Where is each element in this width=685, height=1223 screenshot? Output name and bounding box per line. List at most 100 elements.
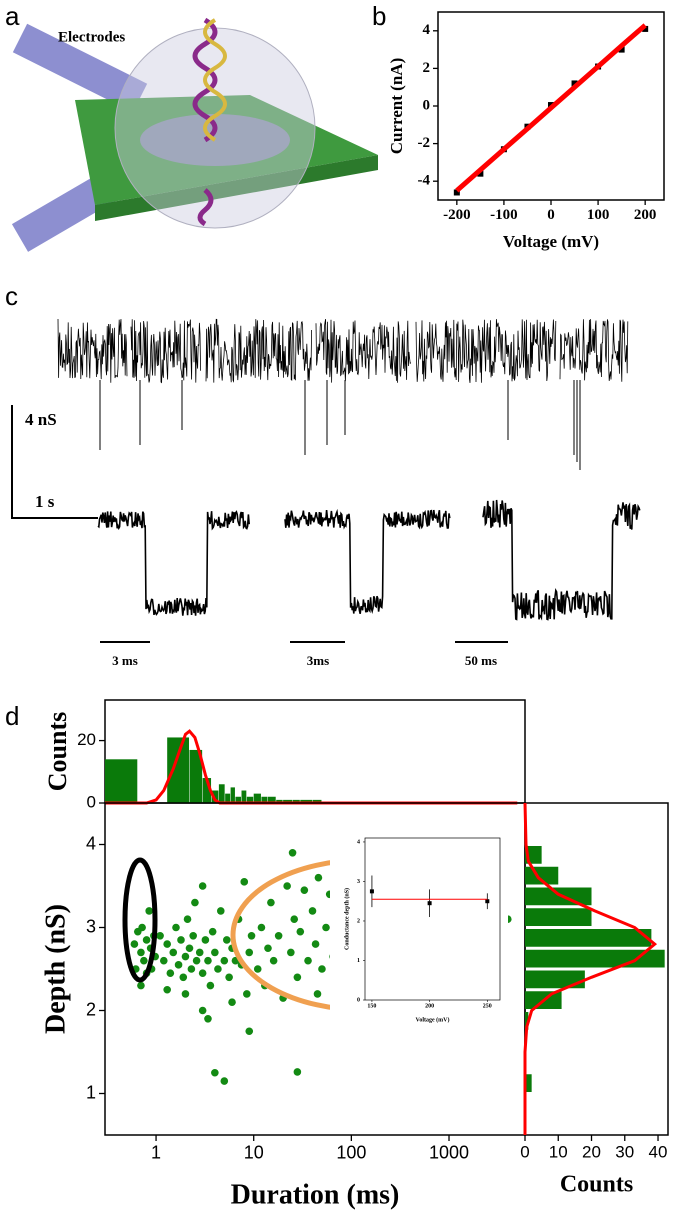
- data-point: [220, 1077, 229, 1085]
- y-tick-label: -4: [418, 173, 431, 189]
- data-point: [247, 932, 256, 940]
- data-point: [195, 948, 204, 957]
- plot-frame: [524, 802, 669, 1136]
- chart: 150 200 250 0 1 2 3 4 Voltage (mV) Conductance de…: [343, 837, 501, 1023]
- histogram-bar: [276, 799, 283, 803]
- data-point: [211, 1068, 219, 1077]
- plot-frame: [364, 837, 501, 1001]
- data-point: [245, 1027, 254, 1036]
- x-tick-label: 200: [634, 207, 657, 223]
- data-point: [296, 927, 305, 936]
- y-tick-label: 4: [423, 22, 431, 38]
- x-tick-label: 0: [520, 1142, 529, 1161]
- histogram-bar: [235, 796, 242, 803]
- chart: -200 -100 0 100 200 -4 -2 0 2 4 Voltage (mV) Curren…: [387, 11, 665, 251]
- data-point: [214, 965, 222, 973]
- data-point: [618, 46, 625, 53]
- panel-label: d: [5, 701, 19, 731]
- y-tick-label: 2: [86, 999, 96, 1019]
- data-point: [166, 969, 175, 977]
- x-tick-label: 150: [367, 1004, 376, 1010]
- data-point: [179, 973, 188, 982]
- data-point: [293, 973, 302, 982]
- data-point: [427, 901, 432, 906]
- histogram-bar: [525, 970, 585, 989]
- data-point: [288, 849, 297, 857]
- data-point: [243, 990, 251, 998]
- data-point: [267, 898, 275, 907]
- y-tick-label: 20: [77, 730, 96, 749]
- scale-label: 3ms: [307, 653, 329, 668]
- y-axis-label: Conductance depth (nS): [343, 888, 350, 950]
- data-point: [245, 948, 254, 957]
- data-point: [191, 898, 199, 907]
- fit-curve: [523, 802, 658, 1135]
- illustration-label: Electrodes: [58, 29, 125, 45]
- y-tick-label: 0: [87, 792, 96, 811]
- data-point: [293, 1068, 302, 1076]
- data-point: [216, 907, 225, 915]
- y-axis-label: Current (nA): [387, 58, 406, 154]
- histogram-bar: [300, 799, 313, 803]
- y-tick-label: 3: [86, 916, 96, 936]
- histogram-bar: [189, 749, 203, 803]
- current-trace: [205, 318, 312, 383]
- scale-label: 50 ms: [465, 653, 497, 668]
- data-point: [181, 952, 190, 961]
- data-point: [163, 940, 171, 948]
- current-trace: [315, 319, 412, 383]
- electrode: [12, 23, 148, 113]
- histogram-bar: [241, 790, 247, 803]
- data-point: [181, 990, 190, 998]
- histogram-bar: [283, 799, 293, 803]
- event-trace: [284, 508, 451, 614]
- y-tick-label: 1: [86, 1082, 96, 1102]
- histogram-bar: [105, 759, 138, 803]
- histogram-bar: [230, 787, 235, 803]
- histogram-bar: [225, 793, 231, 803]
- x-tick-label: 100: [336, 1142, 366, 1162]
- data-point: [137, 948, 145, 957]
- data-point: [192, 956, 201, 965]
- data-point: [477, 170, 484, 177]
- histogram-bar: [218, 784, 225, 803]
- x-tick-label: 1000: [429, 1142, 469, 1162]
- y-tick-label: 1: [357, 958, 360, 964]
- histogram-bar: [253, 793, 261, 803]
- x-tick-label: -100: [490, 207, 518, 223]
- data-point: [169, 948, 178, 957]
- data-point: [130, 940, 139, 948]
- x-tick-label: 1: [151, 1142, 161, 1162]
- histogram-bar: [246, 796, 254, 803]
- histogram-bar: [261, 796, 268, 803]
- data-point: [211, 948, 219, 957]
- data-point: [318, 965, 326, 973]
- x-tick-label: -200: [443, 207, 471, 223]
- data-point: [313, 990, 322, 998]
- current-trace: [559, 319, 629, 382]
- data-point: [287, 948, 295, 957]
- panel-label: c: [5, 281, 18, 311]
- data-point: [322, 923, 330, 932]
- fit-line: [455, 23, 647, 193]
- chart: 0 10 20 30 40 Counts: [520, 802, 669, 1198]
- data-point: [269, 956, 278, 965]
- data-point: [163, 985, 171, 994]
- x-axis-label: Duration (ms): [231, 1179, 400, 1210]
- data-point: [198, 969, 207, 977]
- cluster-ellipse: [122, 857, 158, 983]
- histogram-bar: [202, 778, 212, 803]
- x-tick-label: 10: [549, 1142, 568, 1161]
- histogram-bar: [312, 799, 322, 803]
- x-tick-label: 0: [547, 207, 555, 223]
- histogram-bar: [525, 1012, 529, 1030]
- data-point: [138, 923, 146, 932]
- data-point: [485, 899, 490, 904]
- data-point: [253, 965, 262, 973]
- data-point: [228, 998, 236, 1006]
- data-point: [145, 907, 153, 915]
- data-point: [204, 1015, 212, 1023]
- x-tick-label: 30: [615, 1142, 634, 1161]
- x-tick-label: 200: [425, 1004, 434, 1010]
- y-tick-label: -2: [418, 135, 431, 151]
